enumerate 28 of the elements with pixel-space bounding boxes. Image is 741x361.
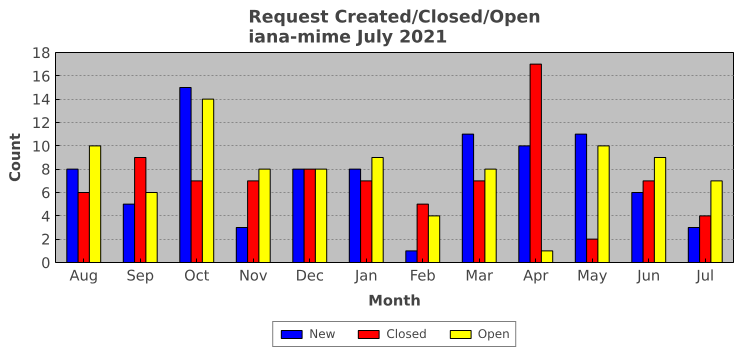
legend-label: Closed xyxy=(386,327,427,341)
legend-label: New xyxy=(309,327,336,341)
y-tick-label: 14 xyxy=(32,92,51,109)
x-tick-label: Jun xyxy=(636,268,660,284)
x-tick-label: Jul xyxy=(695,268,714,284)
x-tick-label: May xyxy=(577,268,608,284)
y-tick-label: 18 xyxy=(32,45,51,62)
y-tick-label: 2 xyxy=(41,232,51,249)
y-tick-label: 4 xyxy=(41,208,51,226)
x-tick-label: Sep xyxy=(126,268,154,284)
x-tick-label: Feb xyxy=(410,268,436,284)
x-tick-label: Mar xyxy=(465,268,494,284)
y-axis-title: Count xyxy=(6,133,24,182)
x-tick-label: Dec xyxy=(296,268,324,284)
y-tick-label: 12 xyxy=(32,115,51,132)
legend-label: Open xyxy=(478,327,510,341)
x-axis-title: Month xyxy=(368,292,421,310)
x-tick-label: Jan xyxy=(354,268,378,284)
y-tick-label: 0 xyxy=(41,255,51,272)
y-tick-label: 10 xyxy=(32,138,51,156)
y-tick-label: 16 xyxy=(32,68,51,86)
x-tick-label: Aug xyxy=(69,268,98,284)
x-tick-label: Nov xyxy=(238,268,268,284)
y-tick-label: 6 xyxy=(41,185,51,202)
y-tick-label: 8 xyxy=(41,162,51,179)
x-tick-label: Oct xyxy=(184,268,210,284)
chart-title: Request Created/Closed/Open iana-mime July 2021 xyxy=(248,8,541,48)
x-tick-label: Apr xyxy=(523,268,550,284)
